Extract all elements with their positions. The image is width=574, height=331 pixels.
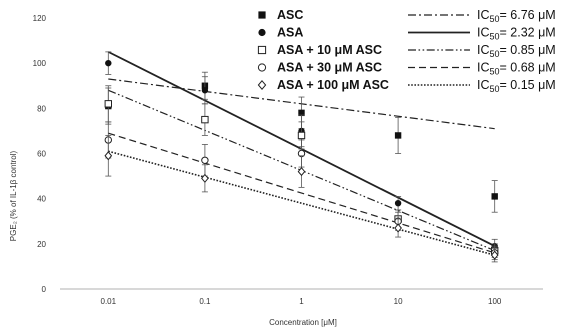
legend-ic50-label: IC50= 0.68 μM [477, 61, 556, 77]
data-point [201, 115, 209, 124]
legend-ic50-label: IC50= 6.76 μM [477, 8, 556, 24]
ic50-prefix: IC [477, 8, 490, 22]
legend-ic50-label: IC50= 0.15 μM [477, 78, 556, 94]
data-point [258, 28, 266, 37]
ic50-prefix: IC [477, 43, 490, 57]
y-tick-label: 0 [42, 285, 47, 294]
ic50-subscript: 50 [490, 32, 500, 42]
data-points [104, 51, 499, 263]
data-point [258, 11, 266, 19]
data-point [491, 193, 498, 200]
data-point [201, 173, 209, 183]
ic50-prefix: IC [477, 78, 490, 92]
y-tick-label: 60 [37, 150, 46, 159]
data-point [105, 59, 112, 67]
fit-line [108, 150, 495, 256]
y-tick-label: 120 [33, 14, 47, 23]
x-axis-label: Concentration [μM] [269, 318, 337, 327]
x-tick-label: 100 [488, 297, 502, 306]
data-point [394, 199, 402, 207]
data-point [297, 131, 306, 140]
y-tick-label: 20 [37, 240, 46, 249]
axes: 0 20 40 60 80 100 120 0.01 0.1 1 10 100 [33, 14, 543, 306]
ic50-prefix: IC [477, 61, 490, 75]
data-point [257, 45, 267, 55]
y-axis-label: PGE₂ (% of IL-1β control) [9, 150, 18, 241]
legend-label: ASA + 100 μM ASC [277, 78, 389, 92]
ic50-subscript: 50 [490, 84, 500, 94]
data-point [257, 80, 267, 90]
data-point [104, 100, 112, 108]
data-point [104, 151, 113, 161]
data-point [394, 223, 402, 233]
legend-label: ASA + 30 μM ASC [277, 61, 382, 75]
legend-label: ASA [277, 26, 303, 40]
y-tick-label: 40 [37, 195, 46, 204]
x-tick-label: 0.1 [199, 297, 211, 306]
x-tick-label: 1 [299, 297, 304, 306]
ic50-value: = 6.76 μM [500, 8, 556, 22]
ic50-subscript: 50 [490, 14, 500, 24]
legend-ic50-label: IC50= 0.85 μM [477, 43, 556, 59]
y-tick-label: 80 [37, 104, 46, 113]
ic50-prefix: IC [477, 26, 490, 40]
fit-line [108, 132, 495, 254]
ic50-value: = 0.85 μM [500, 43, 556, 57]
data-point [490, 250, 499, 260]
ic50-subscript: 50 [490, 49, 500, 59]
data-point [201, 156, 209, 164]
legend-ic50-label: IC50= 2.32 μM [477, 26, 556, 42]
data-point [201, 87, 209, 94]
y-tick-label: 100 [33, 59, 47, 68]
data-point [257, 63, 267, 72]
legend-label: ASA + 10 μM ASC [277, 43, 382, 57]
ic50-value: = 0.15 μM [500, 78, 556, 92]
legend-label: ASC [277, 8, 303, 22]
ic50-value: = 2.32 μM [500, 26, 556, 40]
ic50-value: = 0.68 μM [500, 61, 556, 75]
x-tick-label: 0.01 [101, 297, 117, 306]
data-point [297, 166, 306, 177]
ic50-subscript: 50 [490, 67, 500, 77]
data-point [394, 132, 402, 139]
data-point [298, 109, 305, 117]
x-tick-label: 10 [394, 297, 403, 306]
